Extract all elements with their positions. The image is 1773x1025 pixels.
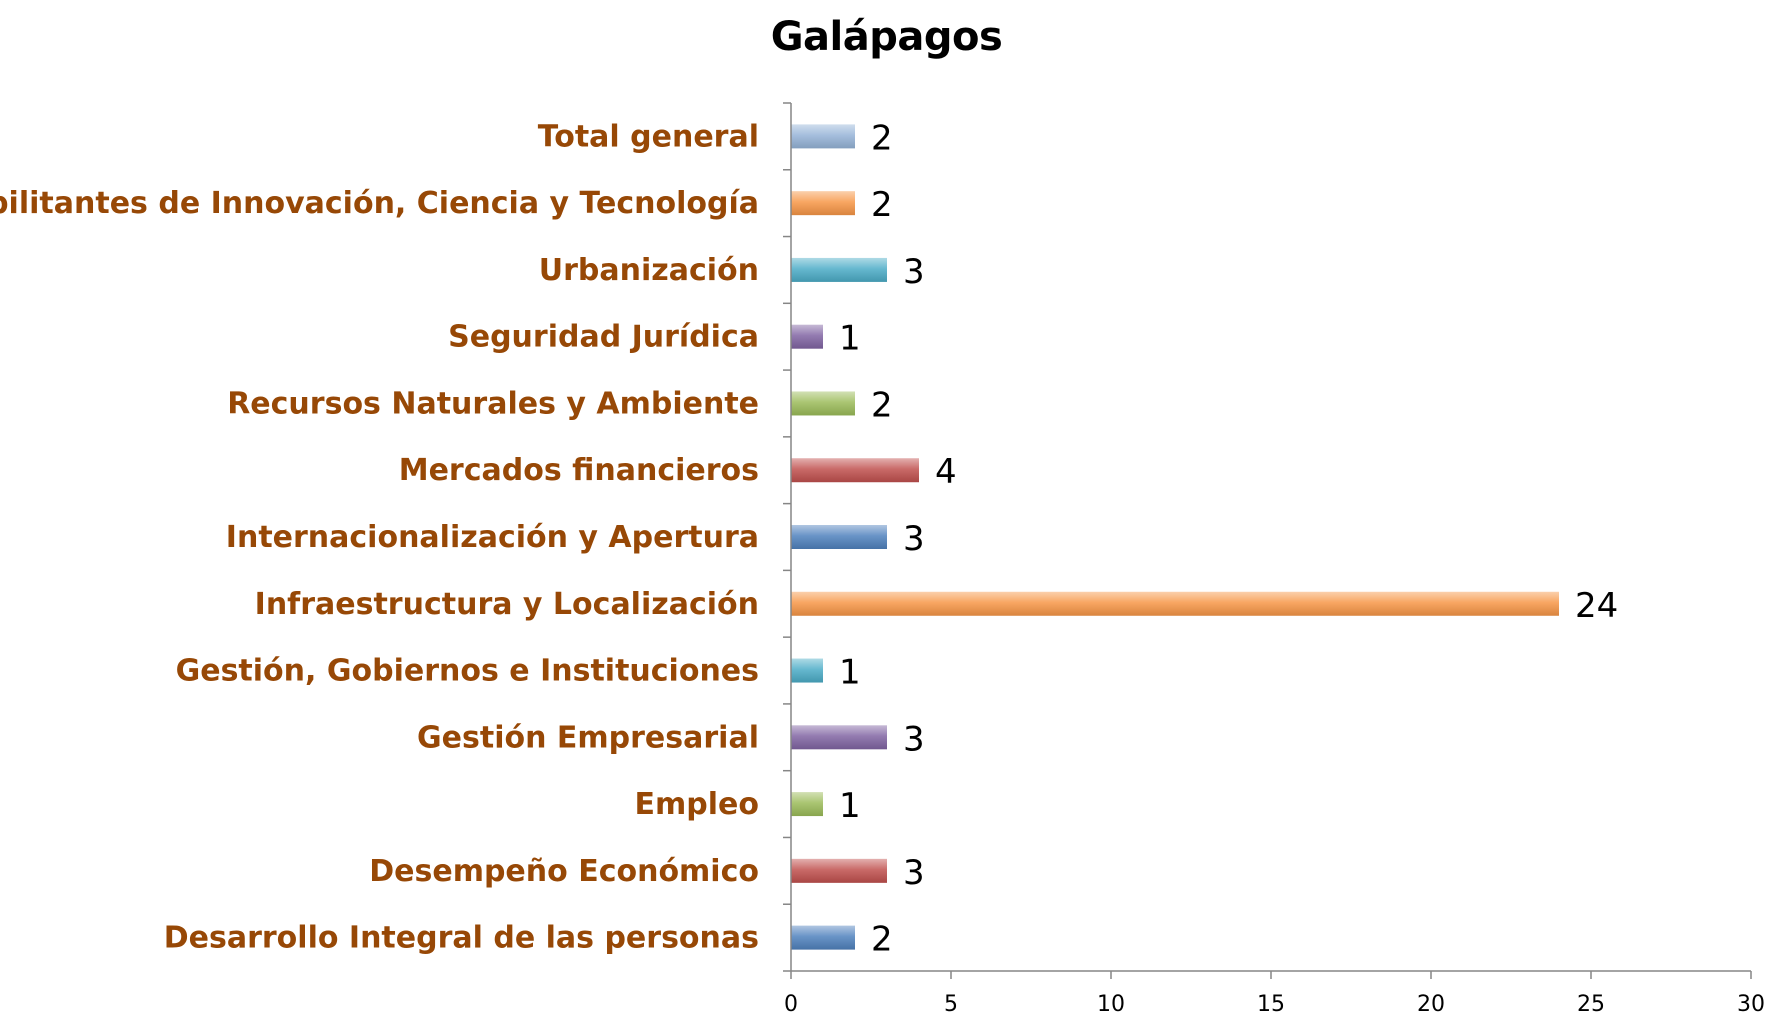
bar — [791, 792, 823, 817]
data-label: 2 — [871, 920, 893, 960]
x-tick-label: 20 — [1417, 992, 1445, 1017]
bar — [791, 191, 855, 216]
data-label: 3 — [903, 853, 925, 893]
category-label: Gestión Empresarial — [417, 720, 759, 755]
data-label: 2 — [871, 385, 893, 425]
x-tick-labels: 0 5 10 15 20 25 30 — [784, 992, 1765, 1017]
x-tick-label: 30 — [1737, 992, 1765, 1017]
data-label: 3 — [903, 519, 925, 559]
bars — [791, 124, 1559, 950]
bar — [791, 391, 855, 416]
bar — [791, 591, 1559, 616]
category-label: Seguridad Jurídica — [448, 320, 759, 355]
category-label: Total general — [538, 119, 759, 154]
category-label: Mercados financieros — [399, 453, 759, 488]
x-tick-label: 0 — [784, 992, 798, 1017]
category-label: Desarrollo Integral de las personas — [164, 921, 759, 956]
data-label: 1 — [839, 319, 861, 359]
data-label: 2 — [871, 118, 893, 158]
x-tick-label: 10 — [1097, 992, 1125, 1017]
bar — [791, 658, 823, 683]
category-label: Gestión, Gobiernos e Instituciones — [176, 654, 759, 689]
data-label: 2 — [871, 185, 893, 225]
bar — [791, 257, 887, 282]
category-label: Desempeño Económico — [369, 854, 759, 889]
category-label: Recursos Naturales y Ambiente — [227, 386, 759, 421]
category-label: Habilitantes de Innovación, Ciencia y Te… — [0, 186, 759, 221]
category-label: Internacionalización y Apertura — [226, 520, 759, 555]
x-tick-label: 25 — [1577, 992, 1605, 1017]
axes — [783, 102, 1752, 979]
x-tick-label: 15 — [1257, 992, 1285, 1017]
x-tick-label: 5 — [944, 992, 958, 1017]
data-label: 3 — [903, 719, 925, 759]
data-label: 4 — [935, 452, 957, 492]
bar — [791, 124, 855, 149]
data-label: 1 — [839, 786, 861, 826]
category-label: Urbanización — [539, 253, 759, 288]
category-labels: Desarrollo Integral de las personas Desem… — [0, 119, 759, 955]
bar — [791, 858, 887, 883]
bar — [791, 324, 823, 349]
category-label: Empleo — [635, 787, 759, 822]
chart-title: Galápagos — [770, 14, 1003, 60]
bar — [791, 458, 919, 483]
bar — [791, 525, 887, 549]
data-label: 24 — [1575, 586, 1618, 626]
category-label: Infraestructura y Localización — [255, 587, 759, 622]
data-label: 1 — [839, 653, 861, 693]
bar — [791, 925, 855, 950]
data-label: 3 — [903, 252, 925, 292]
bar — [791, 725, 887, 750]
